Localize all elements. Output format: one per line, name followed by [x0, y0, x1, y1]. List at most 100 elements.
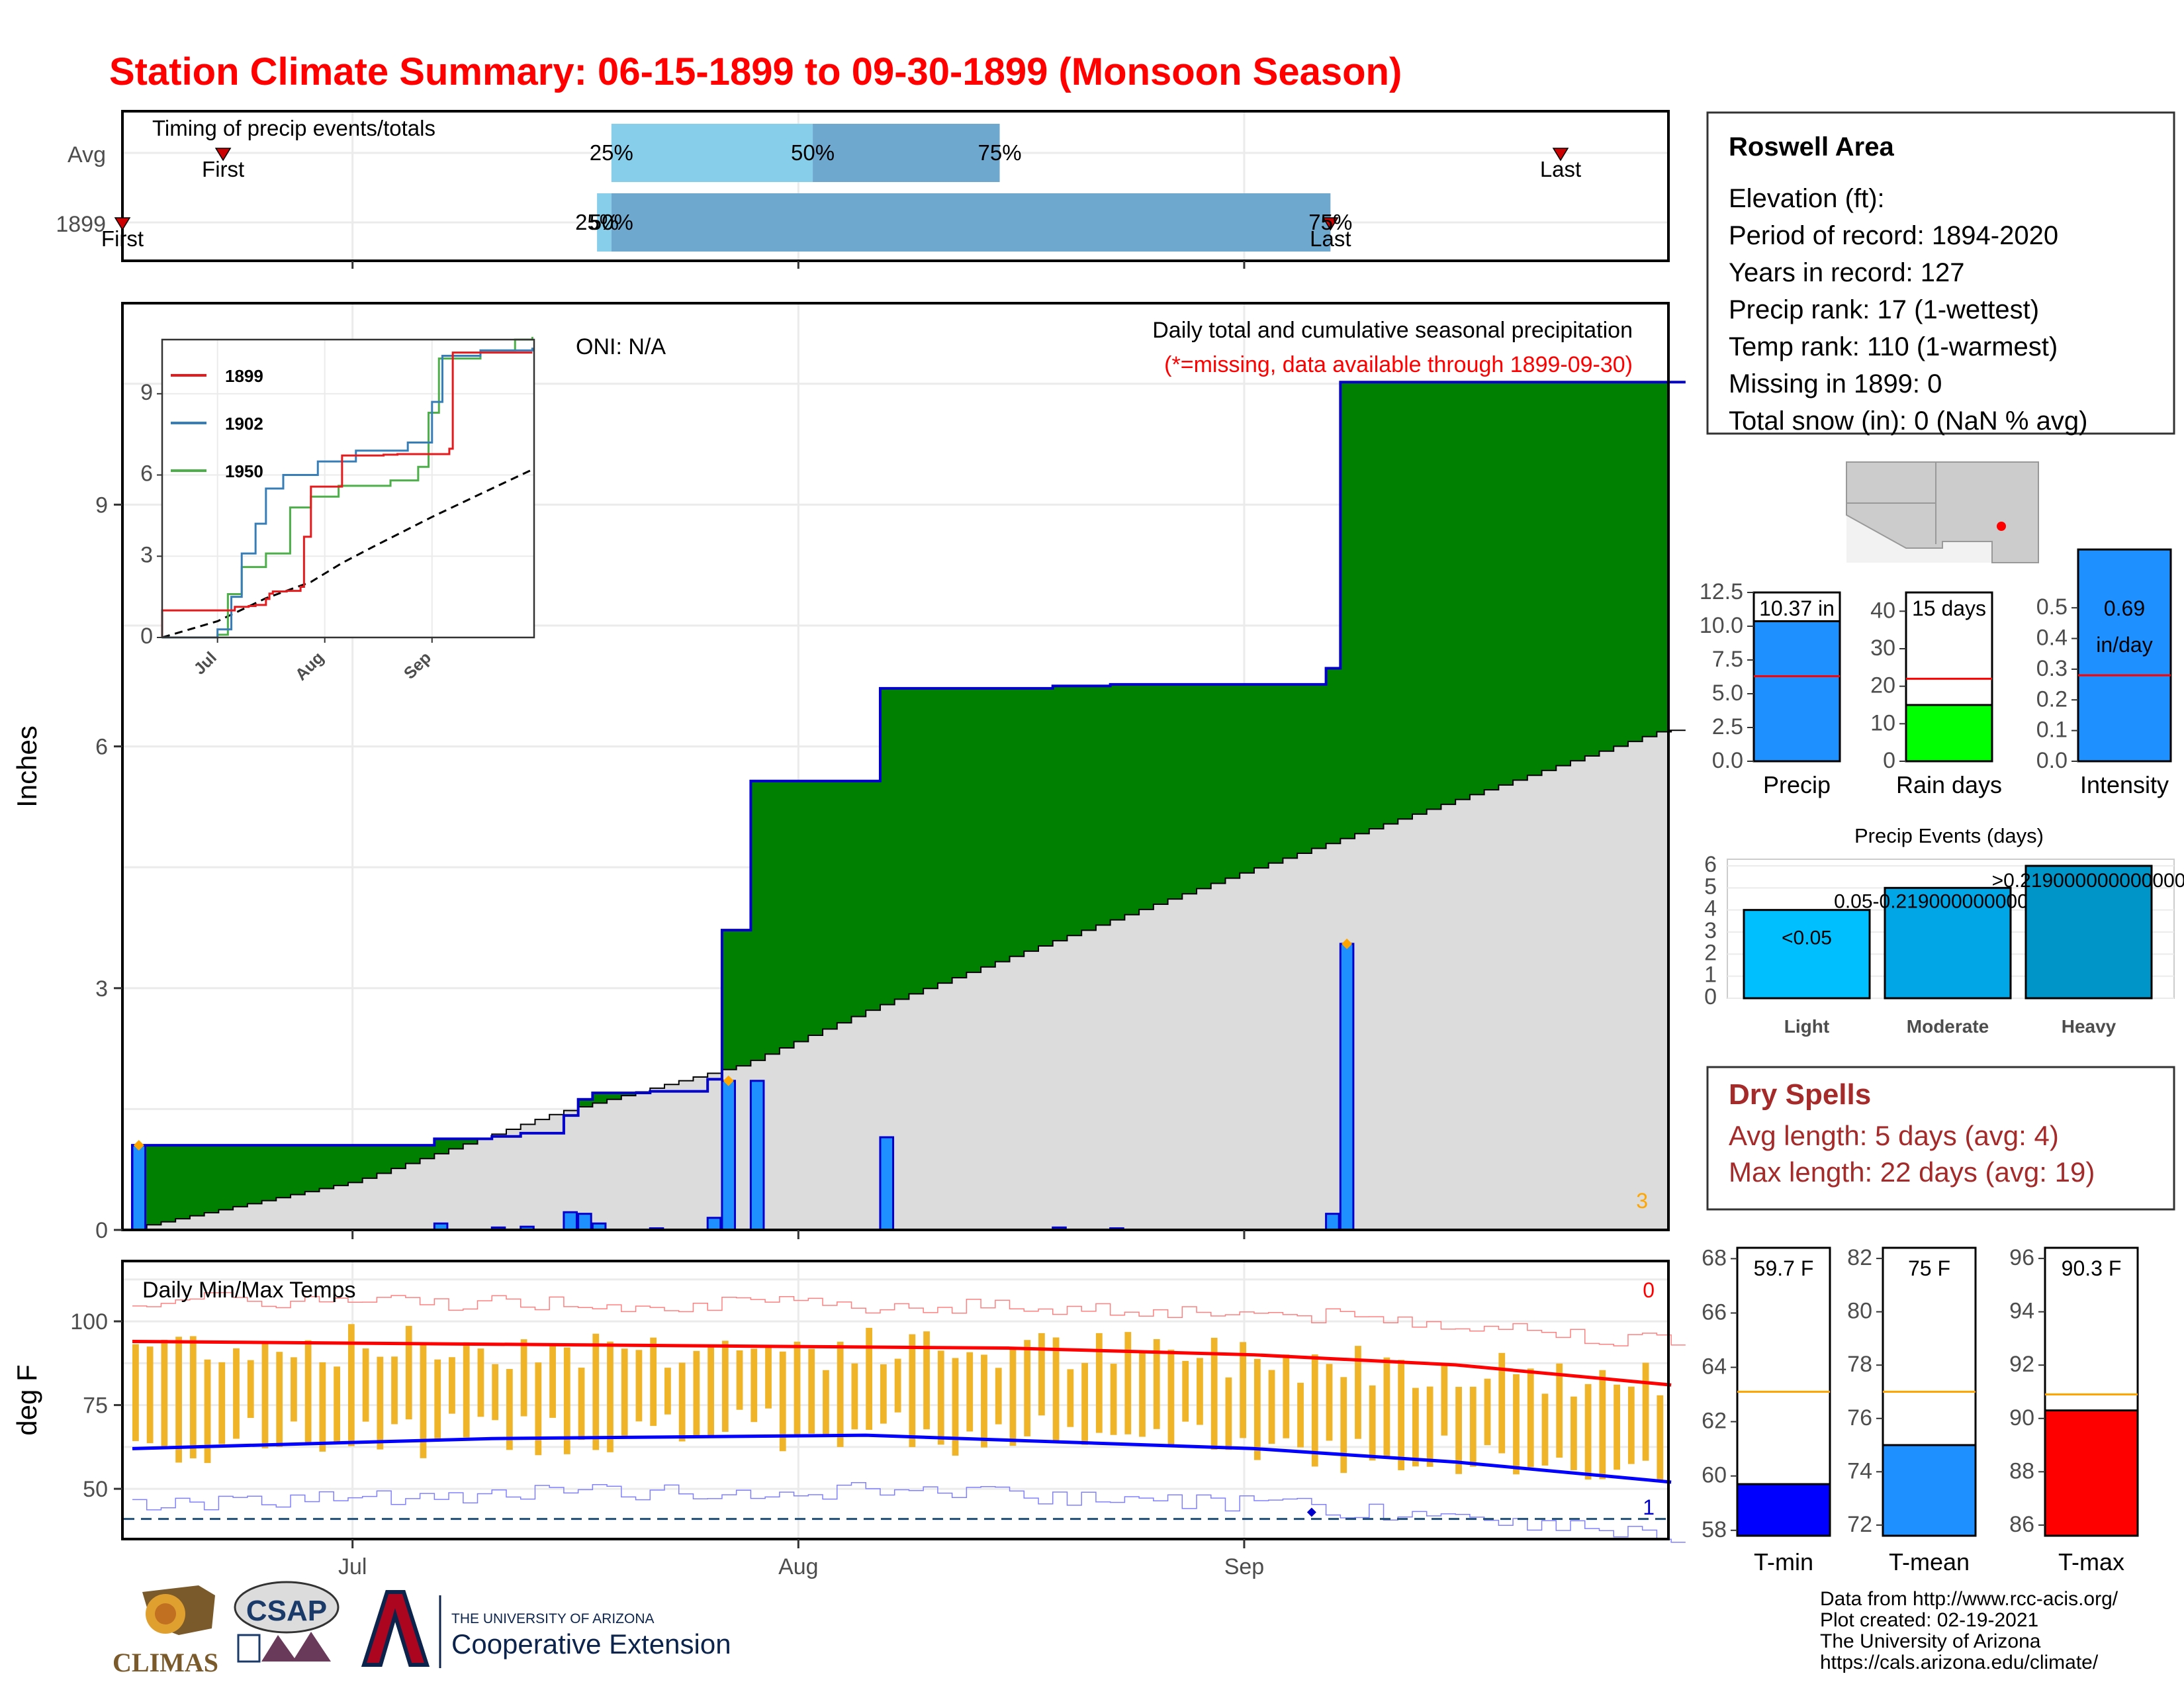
timing-bar-q25-q50: [597, 193, 612, 252]
precip-subtitle: Daily total and cumulative seasonal prec…: [1152, 318, 1633, 343]
csap-text: CSAP: [246, 1595, 327, 1627]
daily-temp-range-bar: [1484, 1378, 1491, 1446]
inset-line-1899: [161, 352, 533, 637]
temp-summary-t-max: 90.3 F 86 88 90 92 94 96 T-max: [2009, 1245, 2139, 1575]
summary-ytick-label: 20: [1870, 673, 1895, 698]
daily-temp-range-bar: [1570, 1396, 1577, 1471]
daily-temp-range-bar: [204, 1359, 211, 1464]
inset-ytick-label: 0: [140, 624, 153, 649]
daily-temp-range-bar: [765, 1346, 772, 1409]
temp-count-bottom: 1: [1643, 1495, 1655, 1519]
daily-precip-bar: [706, 1217, 722, 1231]
daily-temp-range-bar: [434, 1359, 441, 1441]
events-category-label: Light: [1784, 1016, 1829, 1037]
footer-credits: Data from http://www.rcc-acis.org/ Plot …: [1820, 1588, 2118, 1673]
daily-temp-range-bar: [1584, 1383, 1592, 1480]
daily-temp-range-bar: [851, 1363, 858, 1430]
summary-bar-name: Precip: [1763, 771, 1831, 798]
cumulative-precip-line: [131, 381, 1686, 1230]
summary-ytick-label: 0.2: [2036, 686, 2068, 712]
daily-temp-range-bar: [937, 1350, 944, 1445]
missing-note: (*=missing, data available through 1899-…: [1164, 352, 1633, 377]
temp-summary-ytick-label: 68: [1702, 1245, 1727, 1270]
daily-temp-range-bar: [291, 1357, 297, 1422]
first-event-marker: [214, 148, 232, 162]
temp-ytick-label: 75: [83, 1393, 108, 1419]
daily-temp-range-bar: [1599, 1370, 1606, 1479]
daily-temp-range-bar: [1067, 1369, 1074, 1427]
daily-temp-range-bar: [334, 1366, 341, 1443]
summary-ytick-label: 12.5: [1700, 579, 1743, 604]
events-ytick-label: 5: [1704, 874, 1717, 899]
record-low-marker: [1306, 1507, 1316, 1517]
daily-precip-bar: [879, 1136, 895, 1231]
info-years: Years in record: 127: [1729, 258, 1965, 287]
daily-temp-range-bar: [966, 1352, 974, 1432]
summary-bar-unit-label: in/day: [2096, 633, 2152, 657]
daily-precip-bar: [1325, 1213, 1340, 1231]
info-temp-rank: Temp rank: 110 (1-warmest): [1729, 332, 2058, 361]
temp-summary-name: T-mean: [1889, 1548, 1970, 1575]
timing-bar-q25-q50: [611, 124, 813, 182]
temp-summary-fill: [1736, 1483, 1831, 1537]
temp-summary-ytick-label: 66: [1702, 1299, 1727, 1325]
daily-temp-range-bar: [995, 1368, 1002, 1425]
temp-summary-ytick-label: 76: [1847, 1405, 1872, 1430]
temp-summary-fill: [1882, 1444, 1977, 1537]
station-location-marker: [1997, 522, 2006, 531]
daily-temp-range-bar: [1124, 1332, 1132, 1434]
precip-events-title: Precip Events (days): [1854, 824, 2044, 847]
inset-ytick-label: 6: [140, 461, 153, 487]
events-bar-light: [1743, 909, 1871, 1000]
daily-precip-bar: [131, 1144, 147, 1231]
footer-line-2: Plot created: 02-19-2021: [1820, 1609, 2038, 1631]
temp-summary-ytick-label: 72: [1847, 1512, 1872, 1537]
daily-temp-range-bar: [1398, 1360, 1405, 1471]
inset-legend-label: 1902: [225, 414, 263, 434]
daily-temp-range-bar: [1383, 1357, 1390, 1459]
daily-temp-range-bar: [1513, 1374, 1520, 1475]
daily-temp-range-bar: [880, 1364, 887, 1424]
summary-ytick-label: 40: [1870, 598, 1895, 623]
daily-temp-range-bar: [1527, 1368, 1534, 1468]
temp-summary-value-label: 90.3 F: [2062, 1256, 2122, 1280]
last-label: Last: [1540, 157, 1581, 181]
events-bar-label: >0.219000000000000: [1992, 870, 2184, 892]
temp-summary-ytick-label: 90: [2009, 1405, 2034, 1430]
temp-ytick-label: 50: [83, 1477, 108, 1502]
summary-ytick-label: 0.0: [2036, 748, 2068, 773]
q25-label: 25%: [575, 210, 619, 234]
events-bar-heavy: [2025, 865, 2153, 1000]
daily-temp-range-bar: [1210, 1337, 1218, 1450]
daily-temp-range-bar: [1426, 1386, 1433, 1467]
average-max-temp-line: [132, 1339, 1672, 1387]
station-info-box: Roswell Area Elevation (ft): Period of r…: [1706, 111, 2175, 436]
daily-temp-range-bar: [247, 1360, 254, 1419]
climas-text: CLIMAS: [113, 1648, 218, 1677]
info-period: Period of record: 1894-2020: [1729, 221, 2058, 250]
info-snow: Total snow (in): 0 (NaN % avg): [1729, 406, 2087, 436]
temp-summary-name: T-min: [1754, 1548, 1813, 1575]
average-cumulative-area: [132, 729, 1686, 1231]
daily-temp-range-bar: [261, 1342, 269, 1448]
footer-line-1: Data from http://www.rcc-acis.org/: [1820, 1588, 2118, 1610]
temp-summary-t-mean: 75 F 72 74 76 78 80 82 T-mean: [1847, 1245, 1977, 1575]
q75-label: 75%: [1308, 210, 1352, 234]
temp-ylabel: deg F: [11, 1364, 42, 1435]
inset-average-line: [161, 469, 533, 639]
daily-temp-range-bar: [1182, 1360, 1189, 1422]
first-label: First: [202, 157, 244, 181]
summary-ytick-label: 10: [1870, 710, 1895, 735]
timing-row-year: 1899: [56, 212, 106, 237]
date-axis-label: Jul: [338, 1554, 367, 1579]
summary-ytick-label: 5.0: [1712, 680, 1743, 706]
daily-temp-range-bar: [779, 1351, 786, 1452]
temp-summary-ytick-label: 92: [2009, 1352, 2034, 1377]
daily-temp-range-bar: [175, 1336, 182, 1463]
daily-precip-bar: [1339, 943, 1355, 1231]
daily-temp-range-bar: [132, 1344, 139, 1441]
temp-title: Daily Min/Max Temps: [142, 1278, 355, 1303]
daily-temp-range-bar: [823, 1370, 829, 1437]
daily-temp-range-bar: [492, 1364, 499, 1421]
